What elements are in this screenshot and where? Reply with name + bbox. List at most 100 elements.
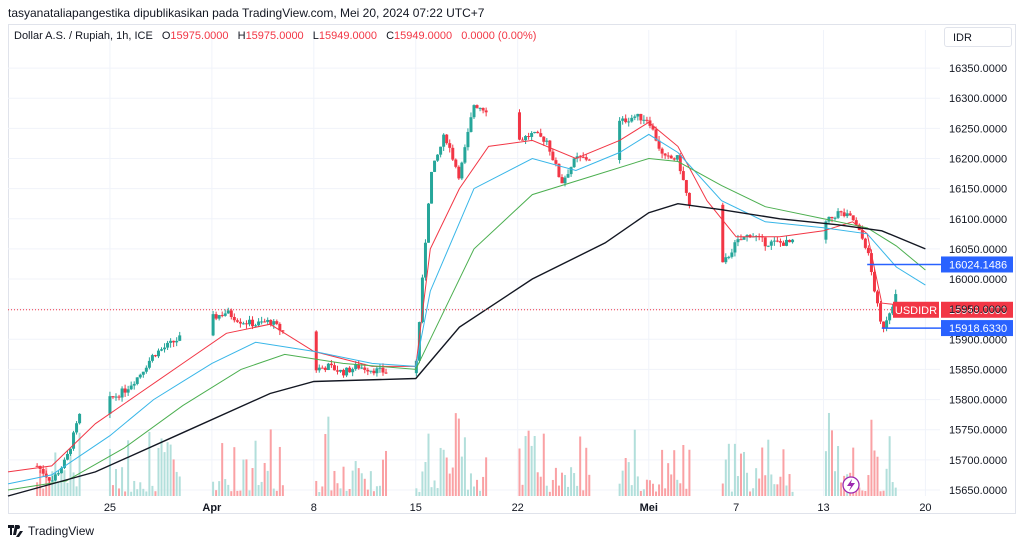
symbol-badge: [893, 301, 939, 318]
candle-body: [120, 388, 124, 398]
tradingview-logo-icon: [8, 525, 23, 537]
candle-body: [439, 146, 443, 155]
volume-bar: [454, 413, 457, 496]
volume-bar: [679, 483, 682, 496]
level-badge: [941, 320, 1013, 337]
volume-bar: [876, 456, 879, 496]
candle-body: [384, 372, 388, 374]
volume-bar: [730, 491, 733, 496]
volume-bar: [178, 476, 181, 496]
candle-body: [784, 239, 788, 246]
candle-body: [141, 371, 145, 375]
candle-body: [68, 448, 72, 454]
candle-body: [533, 131, 537, 134]
volume-bar: [676, 479, 679, 496]
candle-body: [357, 364, 361, 369]
volume-bar: [645, 479, 648, 496]
candle-body: [827, 216, 831, 222]
volume-bar: [648, 480, 651, 496]
candle-body: [687, 192, 691, 205]
time-axis[interactable]: 25 Apr 8 15 22 Mei 7 13 20: [104, 502, 932, 514]
volume-bar: [236, 490, 239, 496]
volume-bar: [66, 482, 69, 496]
candle-body: [478, 107, 482, 109]
candle-body: [627, 121, 631, 123]
currency-selector[interactable]: IDR: [944, 27, 1012, 47]
volume-bar: [75, 486, 78, 496]
volume-bar: [782, 449, 785, 496]
candle-body: [642, 119, 646, 121]
candle-body: [885, 320, 889, 329]
volume-bar: [421, 471, 424, 496]
volume-bar: [385, 450, 388, 496]
volume-bar: [257, 485, 260, 496]
candle-body: [484, 110, 488, 113]
volume-bar: [773, 484, 776, 496]
candle-body: [651, 125, 655, 130]
volume-bar: [518, 448, 521, 496]
volume-bar: [749, 491, 752, 496]
volume-bar: [621, 470, 624, 496]
open-value: 15975.0000: [170, 30, 229, 42]
volume-bar: [743, 451, 746, 496]
volume-bar: [254, 440, 257, 496]
volume-bar: [667, 463, 670, 496]
volume-bar: [378, 485, 381, 496]
candle-body: [235, 320, 239, 322]
y-tick-label: 16050.0000: [949, 244, 1007, 256]
volume-bar: [72, 472, 75, 496]
candle-body: [675, 155, 679, 160]
candle-body: [521, 139, 525, 141]
candle-body: [518, 112, 522, 140]
volume-bar: [172, 459, 175, 496]
candle-body: [854, 220, 858, 225]
volume-bar: [727, 443, 730, 496]
candle-body: [417, 322, 421, 361]
volume-bar: [824, 451, 827, 496]
candle-body: [563, 177, 567, 184]
volume-bar: [879, 491, 882, 496]
volume-bar: [160, 438, 163, 496]
candle-body: [251, 319, 255, 327]
candle-body: [138, 374, 142, 378]
y-tick-label: 15900.0000: [949, 334, 1007, 346]
volume-bar: [60, 472, 63, 496]
volume-bar: [360, 473, 363, 496]
candle-body: [153, 355, 157, 357]
volume-bar: [142, 488, 145, 496]
tradingview-footer[interactable]: TradingView: [8, 524, 94, 538]
volume-bar: [618, 483, 621, 496]
volume-bar: [48, 481, 51, 496]
volume-bar: [239, 490, 242, 496]
candle-body: [684, 180, 688, 193]
volume-bar: [357, 468, 360, 496]
volume-bar: [363, 478, 366, 496]
volume-bar: [330, 490, 333, 496]
candle-body: [636, 113, 640, 117]
candle-body: [551, 151, 555, 161]
volume-bar: [163, 452, 166, 496]
volume-bar: [624, 458, 627, 496]
candle-body: [833, 217, 837, 219]
candle-body: [733, 242, 737, 253]
volume-bar: [539, 476, 542, 496]
candle-body: [323, 367, 327, 371]
y-tick-label: 15850.0000: [949, 364, 1007, 376]
volume-bar: [527, 430, 530, 496]
candle-body: [454, 159, 458, 167]
volume-bar: [118, 488, 121, 496]
candle-body: [108, 396, 112, 414]
candle-body: [62, 459, 66, 468]
volume-bar: [175, 471, 178, 496]
volume-bar: [451, 467, 454, 496]
candle-body: [460, 162, 464, 179]
volume-bar: [858, 487, 861, 496]
volume-bar: [354, 461, 357, 496]
candle-body: [572, 158, 576, 168]
y-tick-label: 15700.0000: [949, 455, 1007, 467]
volume-bar: [473, 486, 475, 496]
volume-bar: [752, 488, 755, 496]
candle-body: [354, 364, 358, 370]
price-axis[interactable]: 16350.0000 16300.0000 16250.0000 16200.0000…: [949, 63, 1007, 497]
